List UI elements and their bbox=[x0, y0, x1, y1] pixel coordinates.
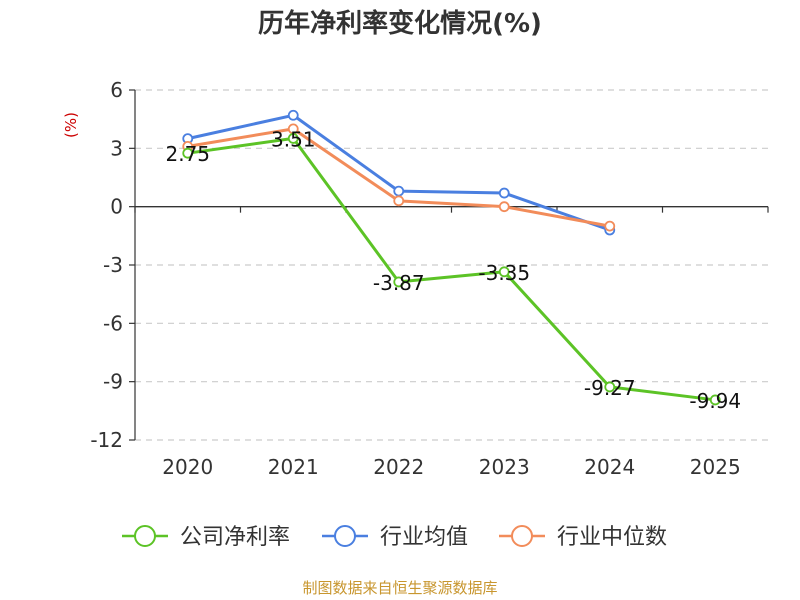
legend-marker-icon bbox=[134, 525, 156, 547]
y-tick-label: -9 bbox=[103, 370, 123, 394]
legend-label: 行业中位数 bbox=[557, 525, 667, 550]
x-tick-label: 2025 bbox=[690, 455, 741, 479]
legend-item-industry_median[interactable]: 行业中位数 bbox=[499, 525, 667, 550]
series-lines bbox=[182, 109, 721, 406]
legend-item-company[interactable]: 公司净利率 bbox=[122, 525, 290, 550]
x-tick-label: 2023 bbox=[479, 455, 530, 479]
data-point[interactable] bbox=[709, 394, 721, 406]
chart-title: 历年净利率变化情况(%) bbox=[258, 8, 542, 39]
y-axis-label: (%) bbox=[62, 112, 80, 138]
series-industry_median bbox=[182, 123, 616, 232]
data-point[interactable] bbox=[393, 195, 405, 207]
x-tick-label: 2022 bbox=[373, 455, 424, 479]
data-source-note: 制图数据来自恒生聚源数据库 bbox=[302, 579, 497, 597]
x-tick-label: 2021 bbox=[268, 455, 319, 479]
data-point[interactable] bbox=[393, 276, 405, 288]
data-label: -9.94 bbox=[689, 389, 741, 413]
y-tick-label: 6 bbox=[110, 78, 123, 102]
series-line-industry_avg bbox=[186, 113, 612, 232]
data-point[interactable] bbox=[287, 109, 299, 121]
x-tick-label: 2024 bbox=[584, 455, 635, 479]
y-tick-label: 3 bbox=[110, 136, 123, 160]
data-point[interactable] bbox=[498, 201, 510, 213]
data-label: -3.87 bbox=[373, 271, 425, 295]
grid-lines bbox=[135, 89, 768, 441]
data-label: -9.27 bbox=[584, 376, 636, 400]
data-point[interactable] bbox=[182, 147, 194, 159]
data-point[interactable] bbox=[498, 266, 510, 278]
data-label: -3.35 bbox=[478, 261, 530, 285]
legend-item-industry_avg[interactable]: 行业均值 bbox=[322, 525, 468, 550]
legend-marker-icon bbox=[334, 525, 356, 547]
series-line-company bbox=[186, 136, 717, 402]
y-tick-label: -12 bbox=[90, 428, 123, 452]
data-label: 2.75 bbox=[165, 142, 210, 166]
y-tick-label: -3 bbox=[103, 253, 123, 277]
data-labels: 2.75 3.51 -3.87 -3.35 -9.27 -9.94 bbox=[165, 127, 741, 413]
data-point[interactable] bbox=[498, 187, 510, 199]
legend-label: 行业均值 bbox=[380, 525, 468, 550]
legend-marker-icon bbox=[511, 525, 533, 547]
legend[interactable]: 公司净利率 行业均值 行业中位数 bbox=[122, 525, 667, 550]
data-point[interactable] bbox=[393, 185, 405, 197]
data-label: 3.51 bbox=[271, 127, 316, 151]
data-point[interactable] bbox=[604, 381, 616, 393]
series-company bbox=[182, 133, 721, 406]
y-tick-label: -6 bbox=[103, 311, 123, 335]
x-tick-label: 2020 bbox=[162, 455, 213, 479]
axes: 6 3 0 -3 -6 -9 -12 2020 2021 2022 2023 2024 2025 bbox=[90, 78, 769, 479]
data-point[interactable] bbox=[604, 220, 616, 232]
legend-label: 公司净利率 bbox=[180, 525, 290, 550]
y-tick-label: 0 bbox=[110, 195, 123, 219]
data-point[interactable] bbox=[287, 133, 299, 144]
